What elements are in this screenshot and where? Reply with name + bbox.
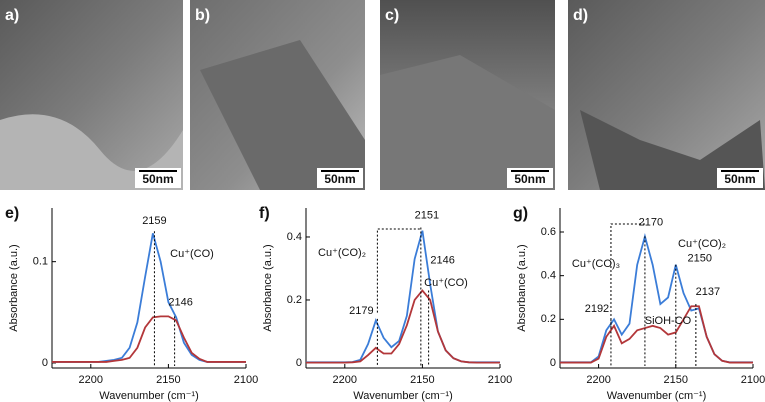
x-tick-label: 2200 [586,374,610,386]
x-axis-label: Wavenumber (cm⁻¹) [353,390,453,402]
bracket [376,228,421,313]
peak-label: 2159 [142,215,166,227]
panel-label: g) [513,205,528,222]
scale-box [717,168,763,188]
peak-label: 2146 [430,254,454,266]
y-tick-label: 0 [550,357,556,369]
panel-label: f) [259,205,270,222]
annotation: Cu⁺(CO) [424,277,468,289]
x-tick-label: 2150 [156,374,180,386]
panel-label: e) [5,205,19,222]
y-tick-label: 0.4 [287,231,302,243]
line-series [52,233,246,363]
y-axis-label: Absorbance (a.u.) [262,244,274,331]
peak-label: 2150 [688,253,712,265]
tem-region [200,40,365,190]
x-tick-label: 2100 [741,374,765,386]
panel-label: c) [385,7,399,24]
y-tick-label: 0.4 [541,270,556,282]
peak-label: 2179 [349,305,373,317]
scale-box [317,168,363,188]
x-tick-label: 2150 [410,374,434,386]
x-tick-label: 2200 [333,374,357,386]
bracket [610,223,645,329]
scale-box [507,168,553,188]
x-tick-label: 2150 [664,374,688,386]
tem-images [0,0,765,190]
peak-label: 2192 [585,303,609,315]
peak-label: 2151 [415,209,439,221]
scale-label: 50nm [724,172,755,186]
peak-label: 2137 [696,286,720,298]
scale-box [135,168,181,188]
annotation: Cu⁺(CO)₃ [572,258,620,270]
line-series [52,315,246,363]
tem-region [380,55,555,190]
y-axis-label: Absorbance (a.u.) [516,244,528,331]
annotation: Cu⁺(CO)₂ [678,238,726,250]
panel-label: d) [573,7,588,24]
scale-label: 50nm [514,172,545,186]
scale-label: 50nm [324,172,355,186]
peak-label: 2170 [639,216,663,228]
x-tick-label: 2200 [79,374,103,386]
x-axis-label: Wavenumber (cm⁻¹) [99,390,199,402]
annotation: Cu⁺(CO) [170,248,214,260]
x-tick-label: 2100 [488,374,512,386]
y-tick-label: 0.2 [541,313,556,325]
panel-label: b) [195,7,210,24]
y-tick-label: 0.6 [541,226,556,238]
peak-label: 2146 [168,296,192,308]
y-tick-label: 0.1 [33,256,48,268]
y-axis-label: Absorbance (a.u.) [8,244,20,331]
y-tick-label: 0.2 [287,294,302,306]
annotation: SiOH-CO [645,315,692,327]
line-series [560,305,753,364]
panel-label: a) [5,7,19,24]
scale-label: 50nm [142,172,173,186]
x-tick-label: 2100 [234,374,258,386]
y-tick-label: 0 [42,357,48,369]
line-series [560,232,753,364]
y-tick-label: 0 [296,357,302,369]
line-series [306,289,500,364]
annotation: Cu⁺(CO)₂ [318,247,366,259]
x-axis-label: Wavenumber (cm⁻¹) [607,390,707,402]
